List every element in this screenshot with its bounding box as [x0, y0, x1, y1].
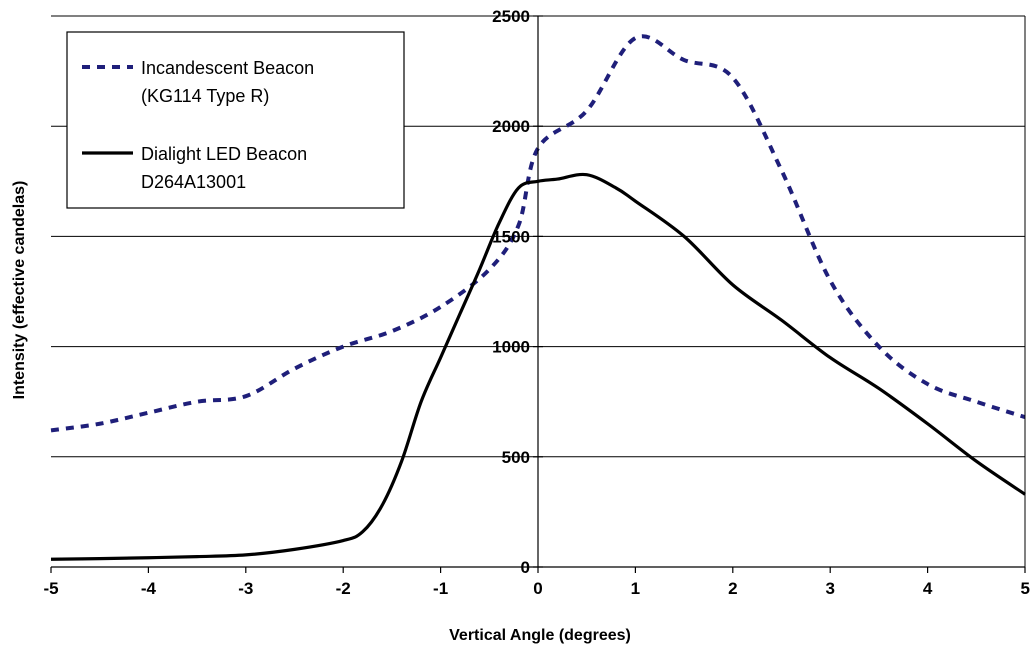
y-tick-label: 1500	[492, 227, 530, 246]
x-tick-label: 4	[923, 579, 933, 598]
led-series-line	[50, 172, 1026, 561]
x-tick-label: 0	[533, 579, 542, 598]
y-tick-label: 1000	[492, 338, 530, 357]
y-axis-title: Intensity (effective candelas)	[11, 181, 28, 400]
x-tick-label: -5	[43, 579, 58, 598]
x-tick-label: -3	[238, 579, 253, 598]
y-tick-label: 500	[502, 448, 530, 467]
tick-labels: -5 -4 -3 -2 -1 0 1 2 3 4 5 0 500 1000 1500 2000 2500	[43, 7, 1030, 598]
x-tick-label: -1	[433, 579, 448, 598]
x-tick-label: 3	[825, 579, 834, 598]
legend-label: (KG114 Type R)	[141, 86, 269, 106]
x-tick-label: 5	[1021, 579, 1030, 598]
x-tick-label: 2	[728, 579, 737, 598]
legend: Incandescent Beacon (KG114 Type R) Dialigh…	[66, 31, 405, 209]
axes	[50, 15, 1026, 573]
legend-label: D264A13001	[141, 172, 246, 192]
y-tick-label: 2000	[492, 117, 530, 136]
x-tick-label: -4	[141, 579, 157, 598]
y-tick-label: 0	[521, 558, 530, 577]
legend-label: Incandescent Beacon	[141, 58, 314, 78]
legend-label: Dialight LED Beacon	[141, 144, 307, 164]
x-tick-label: -2	[336, 579, 351, 598]
x-tick-label: 1	[631, 579, 640, 598]
y-tick-label: 2500	[492, 7, 530, 26]
legend-box	[66, 31, 405, 209]
x-axis-title: Vertical Angle (degrees)	[449, 627, 631, 644]
